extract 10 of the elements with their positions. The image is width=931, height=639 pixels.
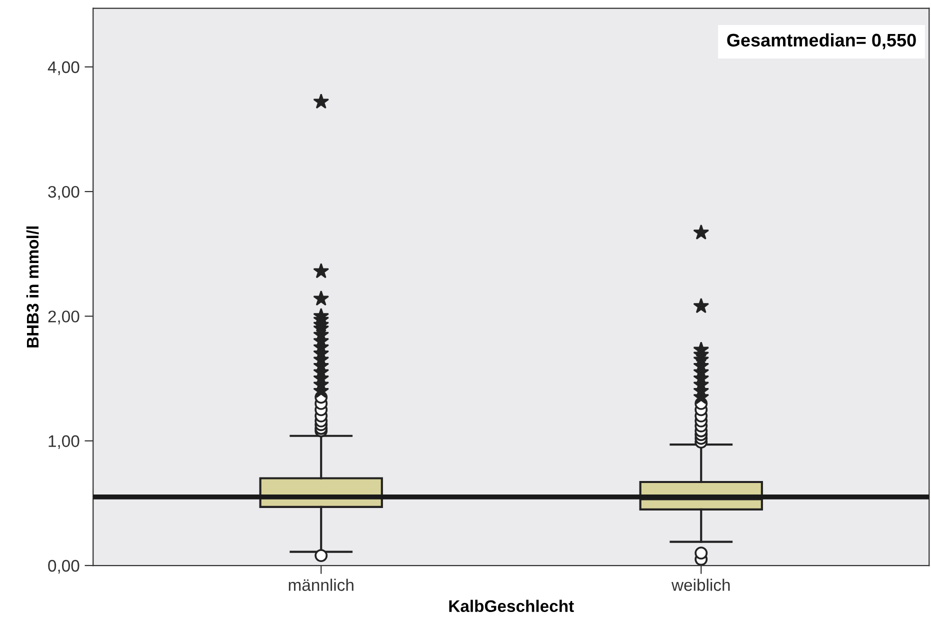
y-tick-label: 2,00	[48, 310, 80, 324]
y-tick-label: 1,00	[48, 435, 80, 450]
x-tick-label: männlich	[288, 578, 354, 591]
y-tick-label: 0,00	[48, 560, 80, 574]
x-axis-title: KalbGeschlecht	[449, 600, 574, 612]
y-axis-title: BHB3 in mmol/l	[26, 226, 39, 348]
y-tick-label: 3,00	[48, 186, 80, 200]
y-tick-label: 4,00	[48, 61, 80, 76]
x-tick-label: weiblich	[671, 578, 730, 591]
ref-line-label: Gesamtmedian= 0,550	[727, 33, 916, 50]
